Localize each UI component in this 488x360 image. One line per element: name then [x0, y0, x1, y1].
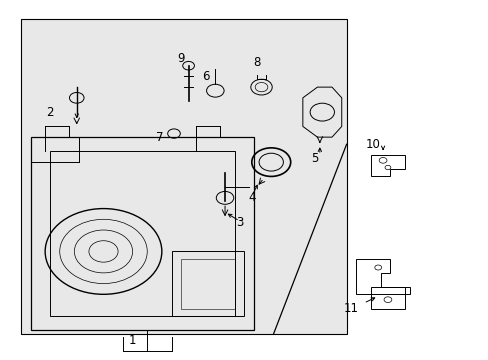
Text: 7: 7	[155, 131, 163, 144]
Text: 5: 5	[311, 152, 318, 165]
Text: 2: 2	[46, 105, 54, 119]
Text: 9: 9	[177, 52, 184, 65]
Text: 1: 1	[129, 334, 136, 347]
Text: 8: 8	[252, 55, 260, 69]
Text: 3: 3	[236, 216, 243, 229]
Text: 10: 10	[365, 138, 380, 151]
Text: 6: 6	[202, 70, 209, 83]
FancyBboxPatch shape	[21, 19, 346, 334]
Text: 11: 11	[343, 302, 358, 315]
Text: 4: 4	[247, 192, 255, 204]
